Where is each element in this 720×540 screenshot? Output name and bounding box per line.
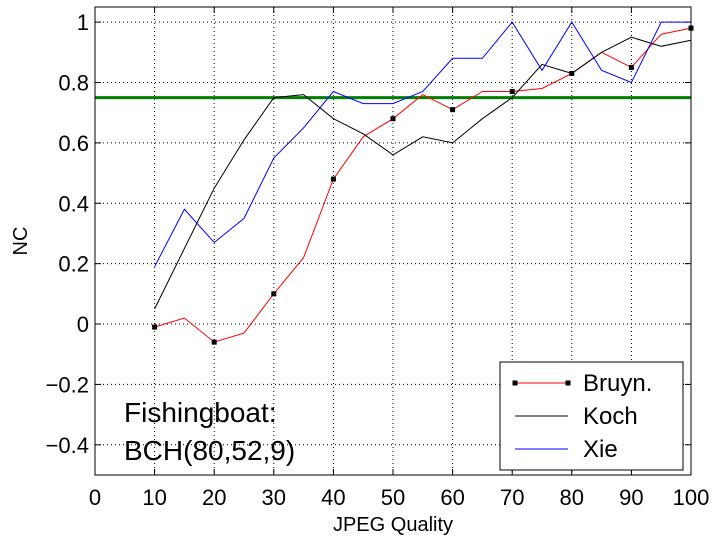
legend-label: Bruyn.	[583, 370, 652, 397]
y-tick-label: 0.8	[58, 70, 89, 95]
legend: Bruyn. Koch Xie	[499, 361, 684, 471]
annotation-line-2: BCH(80,52,9)	[124, 435, 295, 466]
data-point-marker	[390, 116, 396, 122]
series-lines	[154, 21, 692, 343]
y-axis-label: NC	[10, 227, 32, 256]
annotation-line-1: Fishingboat:	[124, 397, 277, 428]
plot-frame	[94, 6, 692, 476]
x-tick-label: 70	[500, 485, 524, 510]
x-axis-label: JPEG Quality	[333, 514, 453, 536]
x-tick-label: 20	[202, 485, 226, 510]
x-tick-labels: 0 10 20 30 40 50 60 70 80 90 100	[89, 485, 709, 510]
y-tick-labels: −0.4 −0.2 0 0.2 0.4 0.6 0.8 1	[46, 10, 89, 458]
legend-label: Xie	[583, 436, 618, 463]
bruyn-markers	[152, 25, 694, 345]
series-line-bruyn	[154, 27, 692, 343]
y-tick-label: 0	[77, 312, 89, 337]
legend-marker	[565, 380, 571, 386]
y-tick-label: −0.2	[46, 372, 89, 397]
x-tick-label: 0	[89, 485, 101, 510]
series-line-koch	[154, 36, 692, 310]
annotation-text: Fishingboat: BCH(80,52,9)	[124, 397, 295, 466]
x-tick-label: 10	[142, 485, 166, 510]
x-tick-label: 100	[673, 485, 710, 510]
x-tick-label: 80	[560, 485, 584, 510]
data-point-marker	[450, 107, 456, 113]
data-point-marker	[330, 176, 336, 182]
y-tick-label: 1	[77, 10, 89, 35]
y-tick-label: 0.4	[58, 191, 89, 216]
data-point-marker	[569, 70, 575, 76]
x-tick-label: 60	[440, 485, 464, 510]
legend-label: Koch	[583, 403, 638, 430]
data-point-marker	[628, 64, 634, 70]
legend-marker	[512, 380, 518, 386]
x-tick-label: 40	[321, 485, 345, 510]
x-tick-label: 50	[381, 485, 405, 510]
data-point-marker	[509, 89, 515, 95]
y-tick-label: 0.6	[58, 131, 89, 156]
data-point-marker	[271, 291, 277, 297]
x-tick-label: 90	[619, 485, 643, 510]
series-line-xie	[154, 21, 691, 267]
y-tick-label: −0.4	[46, 433, 89, 458]
data-point-marker	[152, 324, 158, 330]
data-point-marker	[211, 339, 217, 345]
x-tick-label: 30	[262, 485, 286, 510]
y-tick-label: 0.2	[58, 252, 89, 277]
